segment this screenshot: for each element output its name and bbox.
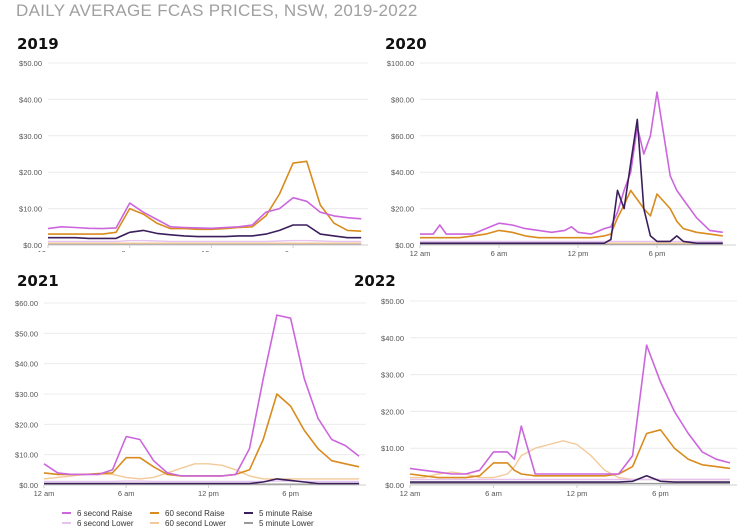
y-tick-label: $10.00	[19, 205, 42, 214]
x-tick-label: 6 pm	[285, 249, 302, 252]
series-line-6-second-raise	[420, 91, 723, 235]
series-line-60-second-raise	[420, 189, 723, 239]
y-tick-label: $50.00	[19, 59, 42, 68]
x-tick-label: 6 pm	[282, 489, 299, 498]
x-tick-label: 6 am	[118, 489, 135, 498]
y-tick-label: $50.00	[381, 297, 404, 306]
chart-panel-2022: 2022 $0.00 $10.00 $20.00 $30.00 $40.00 $50.00…	[340, 266, 740, 506]
y-tick-label: $40.00	[15, 360, 38, 369]
legend-item-6s-lower: 6 second Lower	[62, 518, 133, 528]
legend-label: 6 second Raise	[77, 508, 133, 518]
legend-label: 5 minute Raise	[259, 508, 313, 518]
y-tick-label: $60.00	[15, 299, 38, 308]
legend-label: 5 minute Lower	[259, 518, 314, 528]
y-tick-label: $40.00	[19, 95, 42, 104]
legend: 6 second Raise 6 second Lower 60 second …	[62, 508, 392, 530]
x-tick-label: 12 pm	[198, 489, 219, 498]
legend-item-6s-raise: 6 second Raise	[62, 508, 132, 518]
x-tick-label: 6 pm	[652, 489, 669, 498]
x-tick-label: 12 am	[410, 249, 431, 258]
legend-swatch	[244, 522, 253, 524]
series-line-5-minute-raise	[44, 478, 360, 485]
page-title: DAILY AVERAGE FCAS PRICES, NSW, 2019-202…	[16, 1, 418, 20]
legend-label: 60 second Raise	[165, 508, 225, 518]
series-line-6-second-raise	[409, 344, 731, 475]
panel-title: 2019	[17, 35, 59, 53]
y-tick-label: $20.00	[381, 407, 404, 416]
y-tick-label: $20.00	[15, 420, 38, 429]
series-line-60-second-raise	[48, 160, 362, 235]
y-tick-label: $60.00	[391, 132, 414, 141]
y-tick-label: $10.00	[381, 444, 404, 453]
line-chart-2019: $0.00 $10.00 $20.00 $30.00 $40.00 $50.00 12 am…	[19, 59, 368, 258]
series-line-60-second-raise	[409, 429, 731, 479]
legend-label: 6 second Lower	[77, 518, 134, 528]
y-tick-label: $0.00	[395, 241, 414, 250]
x-tick-label: 6 am	[485, 489, 502, 498]
x-tick-label: 12 pm	[201, 249, 222, 252]
panel-title: 2022	[354, 272, 396, 290]
series-line-6-second-lower	[48, 239, 362, 243]
chart-panel-2020: 2020 $0.00 $20.00 $40.00 $60.00 $80.00 $100.0…	[370, 30, 740, 262]
x-tick-label: 12 am	[34, 489, 55, 498]
y-tick-label: $80.00	[391, 95, 414, 104]
series-line-5-minute-raise	[410, 475, 730, 483]
y-tick-label: $20.00	[19, 168, 42, 177]
chart-panel-2019: 2019 $0.00 $10.00 $20.00 $30.00 $40.00 $50.00…	[0, 30, 370, 258]
y-tick-label: $0.00	[23, 241, 42, 250]
x-tick-label: 6 pm	[649, 249, 666, 258]
legend-item-5m-raise: 5 minute Raise	[244, 508, 312, 518]
y-tick-label: $100.00	[387, 59, 414, 68]
legend-swatch	[244, 512, 253, 514]
y-tick-label: $30.00	[19, 132, 42, 141]
y-tick-label: $0.00	[385, 481, 404, 490]
legend-item-60s-raise: 60 second Raise	[150, 508, 225, 518]
legend-item-60s-lower: 60 second Lower	[150, 518, 226, 528]
legend-swatch	[62, 512, 71, 514]
y-tick-label: $30.00	[15, 390, 38, 399]
legend-swatch	[150, 512, 159, 514]
line-chart-2022: $0.00 $10.00 $20.00 $30.00 $40.00 $50.00 12 am…	[381, 297, 737, 498]
y-tick-label: $10.00	[15, 451, 38, 460]
panel-title: 2021	[17, 272, 59, 290]
line-chart-2021: $0.00 $10.00 $20.00 $30.00 $40.00 $50.00 $60.0…	[15, 299, 366, 498]
chart-panel-2021: 2021 $0.00 $10.00 $20.00 $30.00 $40.00 $50.00…	[0, 266, 370, 506]
x-tick-label: 12 pm	[568, 249, 589, 258]
x-tick-label: 12 am	[38, 249, 59, 252]
series-line-6-second-raise	[43, 314, 360, 477]
series-line-5-minute-raise	[48, 224, 362, 240]
y-tick-label: $40.00	[381, 334, 404, 343]
legend-swatch	[150, 522, 159, 524]
series-line-5-minute-raise	[420, 118, 723, 244]
x-tick-label: 12 pm	[567, 489, 588, 498]
legend-item-5m-lower: 5 minute Lower	[244, 518, 314, 528]
line-chart-2020: $0.00 $20.00 $40.00 $60.00 $80.00 $100.00 12 a…	[387, 59, 736, 258]
legend-label: 60 second Lower	[165, 518, 226, 528]
y-tick-label: $30.00	[381, 371, 404, 380]
y-tick-label: $0.00	[19, 481, 38, 490]
panel-title: 2020	[385, 35, 427, 53]
x-tick-label: 6 am	[491, 249, 508, 258]
y-tick-label: $50.00	[15, 329, 38, 338]
series-line-6-second-raise	[47, 196, 362, 230]
legend-swatch	[62, 522, 71, 524]
x-tick-label: 12 am	[400, 489, 421, 498]
x-tick-label: 6 am	[121, 249, 138, 252]
y-tick-label: $40.00	[391, 168, 414, 177]
y-tick-label: $20.00	[391, 205, 414, 214]
